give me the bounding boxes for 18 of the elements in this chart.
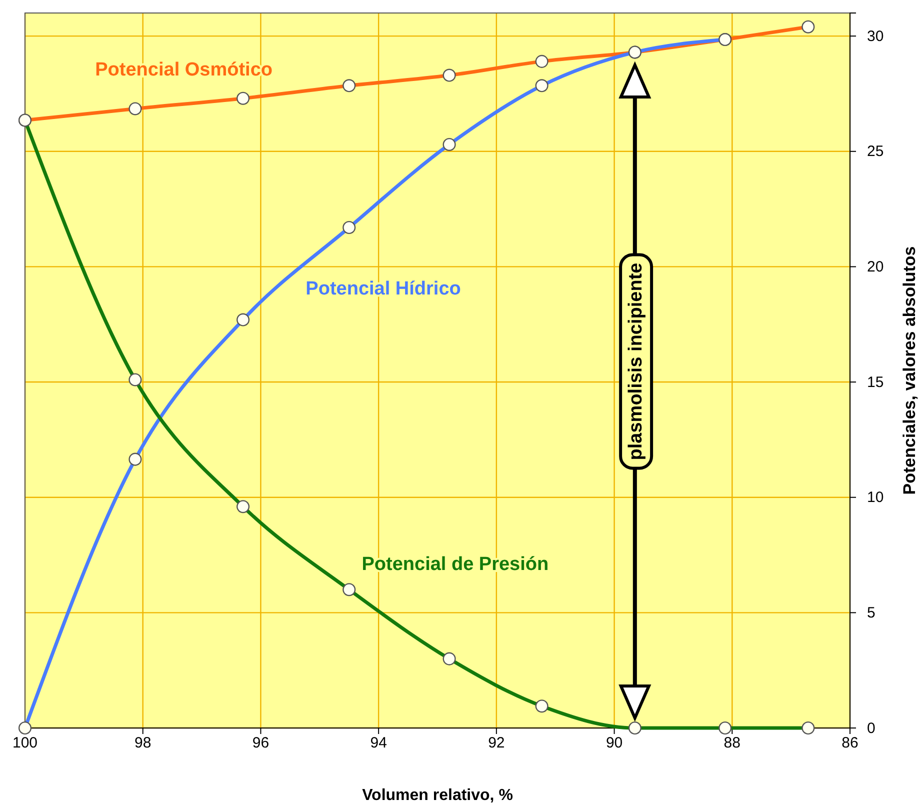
ref-line-label: plasmolisis incipiente — [626, 262, 647, 460]
y-tick-label: 15 — [867, 374, 884, 391]
y-tick-label: 25 — [867, 143, 884, 160]
x-tick-label: 88 — [724, 734, 740, 752]
x-tick-label: 90 — [606, 734, 623, 752]
x-tick-label: 92 — [488, 734, 505, 752]
x-tick-label: 100 — [12, 734, 38, 752]
x-tick-label: 86 — [842, 734, 858, 752]
y-axis-title: Potenciales, valores absolutos — [900, 246, 919, 495]
x-axis-title: Volumen relativo, % — [362, 787, 513, 804]
y-tick-label: 10 — [867, 489, 884, 506]
x-tick-label: 96 — [252, 734, 270, 752]
y-tick-label: 30 — [867, 28, 884, 45]
x-tick-label: 98 — [134, 734, 152, 752]
y-tick-label: 20 — [867, 258, 884, 276]
x-tick-label: 94 — [370, 734, 387, 752]
y-tick-label: 5 — [867, 604, 876, 622]
y-tick-label: 0 — [867, 720, 876, 737]
